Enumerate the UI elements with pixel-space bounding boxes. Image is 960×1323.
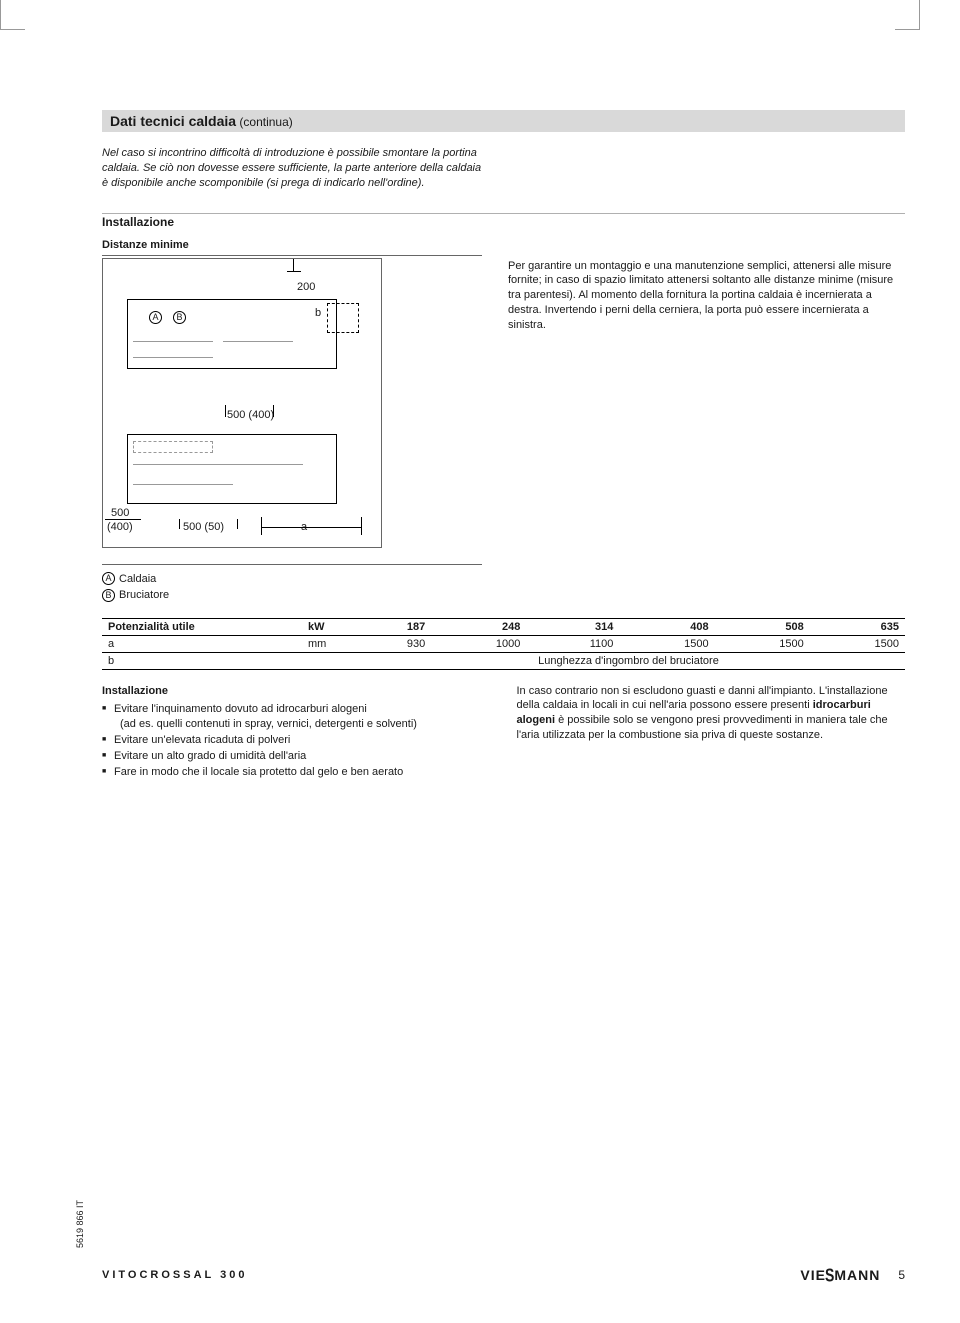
dim-b: b: [315, 307, 321, 319]
dim-500-bot: 500 (50): [183, 521, 224, 533]
install-right-text: In caso contrario non si escludono guast…: [517, 684, 906, 781]
install-subtitle: Installazione: [102, 684, 491, 699]
dim-500-top: 500 (400): [227, 409, 274, 421]
distances-description: Per garantire un montaggio e una manuten…: [508, 239, 905, 612]
product-name: VITOCROSSAL 300: [102, 1269, 247, 1281]
table-row: a mm 930 1000 1100 1500 1500 1500: [102, 635, 905, 652]
intro-paragraph: Nel caso si incontrino difficoltà di int…: [102, 146, 482, 191]
list-item: Evitare l'inquinamento dovuto ad idrocar…: [102, 702, 491, 717]
crop-marks: [0, 0, 960, 50]
legend-a-icon: A: [102, 572, 115, 585]
document-code: 5619 866 IT: [75, 1200, 85, 1248]
dim-200: 200: [295, 281, 317, 293]
distances-title: Distanze minime: [102, 239, 482, 251]
list-item: Evitare un'elevata ricaduta di polveri: [102, 733, 491, 748]
install-bullets: Evitare l'inquinamento dovuto ad idrocar…: [102, 702, 491, 779]
page-footer: VITOCROSSAL 300 VIESMANN 5: [102, 1267, 905, 1283]
header-title: Dati tecnici caldaia: [110, 113, 236, 129]
legend-b-icon: B: [102, 589, 115, 602]
brand-logo: VIESMANN: [800, 1267, 880, 1283]
power-table: Potenzialità utile kW 187 248 314 408 50…: [102, 618, 905, 670]
dim-500-left: 500: [111, 507, 129, 519]
page-number: 5: [898, 1268, 905, 1282]
marker-b-icon: B: [173, 311, 186, 324]
list-item: (ad es. quelli contenuti in spray, verni…: [102, 717, 491, 732]
dim-400-left: (400): [107, 521, 133, 533]
legend-a-label: Caldaia: [119, 573, 156, 585]
list-item: Fare in modo che il locale sia protetto …: [102, 765, 491, 780]
diagram-legend: A Caldaia B Bruciatore: [102, 564, 482, 604]
header-subtitle: (continua): [236, 115, 293, 129]
table-row: b Lunghezza d'ingombro del bruciatore: [102, 652, 905, 669]
marker-a-icon: A: [149, 311, 162, 324]
table-row: Potenzialità utile kW 187 248 314 408 50…: [102, 618, 905, 635]
clearance-diagram: 200 b A B 500 (400): [102, 258, 382, 548]
install-title: Installazione: [102, 213, 905, 229]
list-item: Evitare un alto grado di umidità dell'ar…: [102, 749, 491, 764]
legend-b-label: Bruciatore: [119, 589, 169, 601]
section-header: Dati tecnici caldaia (continua): [102, 110, 905, 132]
